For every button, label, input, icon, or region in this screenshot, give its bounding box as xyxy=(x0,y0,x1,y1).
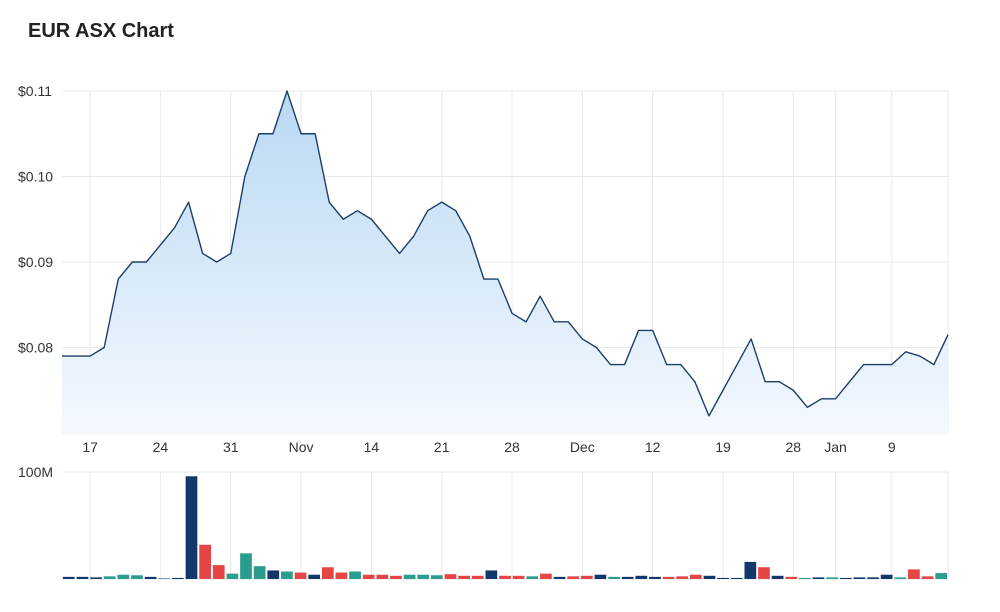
volume-bar xyxy=(199,544,211,579)
volume-bar xyxy=(90,577,102,579)
volume-bar xyxy=(185,476,198,579)
volume-bar xyxy=(676,576,689,579)
volume-bar xyxy=(635,575,648,579)
volume-bar xyxy=(567,576,580,579)
volume-bar xyxy=(376,574,389,579)
volume-bar xyxy=(621,576,634,579)
x-tick-label: Jan xyxy=(824,439,847,455)
volume-bar xyxy=(321,567,334,579)
volume-bar xyxy=(76,576,89,579)
volume-bar xyxy=(799,577,811,579)
volume-bar xyxy=(471,575,484,579)
price-line xyxy=(62,90,949,417)
x-tick-label: 28 xyxy=(504,439,520,455)
volume-bar xyxy=(308,574,321,579)
price-y-tick-label: $0.11 xyxy=(18,83,52,99)
volume-bar xyxy=(117,574,130,579)
price-y-tick-label: $0.08 xyxy=(18,340,53,356)
volume-bar xyxy=(853,577,866,579)
volume-bar xyxy=(349,571,361,579)
volume-bar xyxy=(894,577,907,579)
volume-bar xyxy=(444,574,457,579)
x-tick-label: 21 xyxy=(434,439,450,455)
volume-bar xyxy=(921,576,934,579)
volume-bar xyxy=(362,574,375,579)
volume-bar xyxy=(908,569,920,579)
volume-bar xyxy=(390,575,402,579)
volume-bar xyxy=(526,576,539,579)
volume-bar xyxy=(499,575,511,579)
volume-bar xyxy=(649,576,661,579)
volume-bar xyxy=(62,576,75,579)
volume-bar xyxy=(826,577,838,579)
volume-y-tick-label: 100M xyxy=(18,464,53,480)
volume-bar xyxy=(172,577,184,579)
price-y-tick-label: $0.10 xyxy=(18,169,53,185)
x-tick-label: 19 xyxy=(715,439,731,455)
volume-bar xyxy=(730,577,743,579)
volume-bar xyxy=(758,567,770,579)
volume-bar xyxy=(717,577,729,579)
x-tick-label: 24 xyxy=(153,439,169,455)
volume-bars xyxy=(62,476,948,579)
volume-bar xyxy=(935,573,948,579)
x-tick-label: Dec xyxy=(570,439,595,455)
price-y-tick-label: $0.09 xyxy=(18,254,53,270)
volume-bar xyxy=(430,575,443,579)
volume-bar xyxy=(689,574,702,579)
volume-bar xyxy=(703,575,716,579)
volume-bar xyxy=(103,576,116,579)
volume-bar xyxy=(594,574,607,579)
volume-bar xyxy=(771,575,784,579)
volume-bar xyxy=(403,574,416,579)
volume-bar xyxy=(335,572,348,579)
volume-bar xyxy=(131,575,143,579)
x-tick-label: 12 xyxy=(645,439,661,455)
volume-bar xyxy=(294,572,307,579)
volume-bar xyxy=(812,577,825,579)
x-tick-label: 31 xyxy=(223,439,239,455)
volume-y-axis: 100M xyxy=(18,464,53,480)
volume-bar xyxy=(281,571,293,579)
chart-title: EUR ASX Chart xyxy=(28,20,174,42)
volume-bar xyxy=(512,575,525,579)
volume-bar xyxy=(417,574,430,579)
x-tick-label: 9 xyxy=(888,439,896,455)
x-axis: 17 24 31 Nov 14 21 28 Dec 12 19 28 Jan 9 xyxy=(82,439,896,455)
volume-bar xyxy=(212,565,225,579)
volume-bar xyxy=(553,576,566,579)
x-tick-label: Nov xyxy=(289,439,314,455)
volume-bar xyxy=(785,576,798,579)
volume-bar xyxy=(608,576,620,579)
volume-bar xyxy=(226,573,239,579)
x-tick-label: 14 xyxy=(364,439,380,455)
volume-bar xyxy=(253,566,266,579)
x-tick-label: 17 xyxy=(82,439,98,455)
volume-bar xyxy=(880,574,893,579)
volume-bar xyxy=(144,576,157,579)
volume-bar xyxy=(744,561,757,579)
volume-bar xyxy=(158,578,171,579)
price-area xyxy=(62,91,948,433)
volume-bar xyxy=(485,570,498,579)
volume-bar xyxy=(867,577,879,579)
volume-bar xyxy=(540,573,552,579)
volume-bar xyxy=(662,576,675,579)
volume-bar xyxy=(580,575,593,579)
volume-bar xyxy=(458,575,470,579)
volume-bar xyxy=(240,553,252,579)
x-tick-label: 28 xyxy=(786,439,802,455)
volume-bar xyxy=(839,577,852,579)
price-y-axis: $0.11 $0.10 $0.09 $0.08 xyxy=(18,83,53,356)
volume-bar xyxy=(267,570,280,579)
